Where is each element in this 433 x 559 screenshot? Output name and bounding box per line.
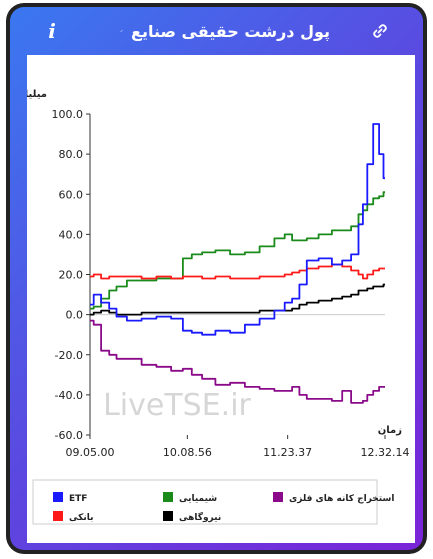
info-icon[interactable]: i [48, 19, 56, 43]
x-axis-label: زمان [378, 425, 402, 436]
series-line-3 [90, 263, 385, 280]
y-tick-label: 60.0 [59, 188, 84, 201]
legend-label: استخراج کانه های فلزی [289, 494, 394, 504]
x-tick-label: 10.08.56 [163, 446, 212, 459]
chart-card: i پول درشت حقیقی صنایع میلیارد تومان Liv… [10, 7, 423, 550]
legend-label: نیروگاهی [179, 511, 221, 523]
series-line-0 [90, 123, 385, 336]
chart-panel: میلیارد تومان LiveTSE.ir 100.0 80.0 60.0 40… [10, 55, 415, 543]
y-tick-label: 20.0 [59, 269, 84, 282]
watermark: LiveTSE.ir [103, 388, 251, 423]
y-tick-label: 0.0 [66, 309, 84, 322]
line-chart: میلیارد تومان LiveTSE.ir 100.0 80.0 60.0 40… [10, 89, 410, 525]
y-tick-label: -20.0 [55, 349, 83, 362]
card-header: i پول درشت حقیقی صنایع [10, 7, 423, 55]
legend-swatch [163, 492, 173, 502]
legend-label: شیمیایی [179, 494, 217, 504]
series-line-4 [90, 283, 385, 316]
legend-swatch [53, 511, 63, 521]
chart-title: پول درشت حقیقی صنایع [131, 21, 330, 41]
x-tick-label: 12.32.14 [361, 446, 410, 459]
legend-box [32, 479, 378, 525]
y-tick-label: -60.0 [55, 429, 83, 442]
y-tick-label: 40.0 [59, 228, 84, 241]
y-tick-label: 80.0 [59, 148, 84, 161]
series-line-1 [90, 191, 385, 310]
legend-swatch [53, 492, 63, 502]
y-axis-label: میلیارد تومان [27, 89, 47, 100]
y-tick-label: -40.0 [55, 389, 83, 402]
title-group: پول درشت حقیقی صنایع [120, 17, 330, 45]
x-tick-label: 11.23.37 [263, 446, 312, 459]
x-tick-label: 09.05.00 [66, 446, 115, 459]
y-tick-label: 100.0 [52, 108, 84, 121]
series-line-2 [90, 319, 385, 404]
legend-swatch [163, 511, 173, 521]
link-icon[interactable] [370, 21, 390, 41]
legend-swatch [273, 492, 283, 502]
pencil-icon[interactable] [120, 23, 123, 39]
legend-label: ETF [69, 494, 87, 504]
legend-label: بانکی [69, 513, 93, 523]
